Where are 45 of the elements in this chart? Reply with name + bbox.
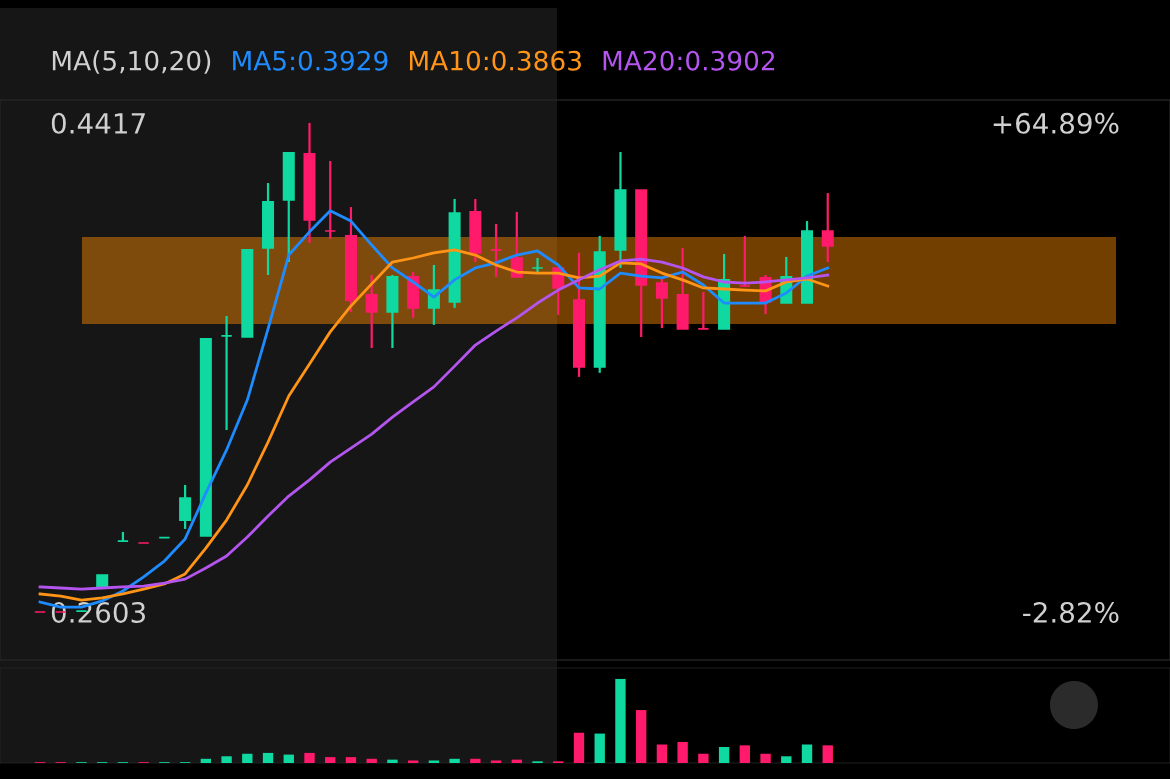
bar: [449, 758, 460, 763]
bar: [325, 757, 336, 763]
chart-title: MA(5,10,20): [52, 50, 211, 74]
text: MA10:0.3863: [409, 50, 581, 71]
candlestick: [738, 234, 751, 288]
candlestick: [821, 191, 834, 264]
bar: [656, 744, 668, 763]
candlestick: [324, 159, 337, 240]
candlestick: [220, 314, 233, 432]
candlestick: [365, 273, 378, 350]
y-tick-label: 0.2603: [51, 601, 145, 623]
candlestick: [531, 256, 544, 274]
bar: [739, 745, 751, 763]
y2-tick-label: +64.89%: [993, 112, 1119, 134]
candlestick: [179, 483, 192, 531]
candlestick: [490, 222, 503, 278]
bar: [781, 756, 792, 763]
bar: [242, 753, 253, 763]
bar: [407, 760, 419, 763]
bar: [760, 753, 771, 763]
bar: [822, 745, 833, 763]
bar: [677, 741, 688, 763]
bar: [304, 752, 315, 763]
bar: [387, 759, 398, 763]
bar: [615, 678, 626, 763]
bar: [221, 756, 232, 763]
bar: [283, 754, 294, 763]
bar: [470, 758, 481, 763]
text: MA20:0.3902: [603, 50, 775, 71]
text: MA5:0.3929: [233, 50, 388, 71]
bar: [262, 752, 274, 763]
bar: [366, 758, 377, 763]
candlestick: [697, 290, 710, 331]
bar: [636, 710, 647, 763]
bar: [200, 758, 212, 763]
y-tick-label: 0.4417: [51, 112, 145, 134]
bar: [698, 753, 709, 763]
y2-tick-label: -2.82%: [1023, 601, 1119, 623]
bar: [490, 760, 502, 763]
bar: [345, 757, 357, 763]
bar: [573, 732, 585, 763]
bar: [718, 747, 730, 763]
bar: [594, 733, 605, 763]
bar: [801, 744, 813, 763]
bar: [428, 760, 440, 763]
